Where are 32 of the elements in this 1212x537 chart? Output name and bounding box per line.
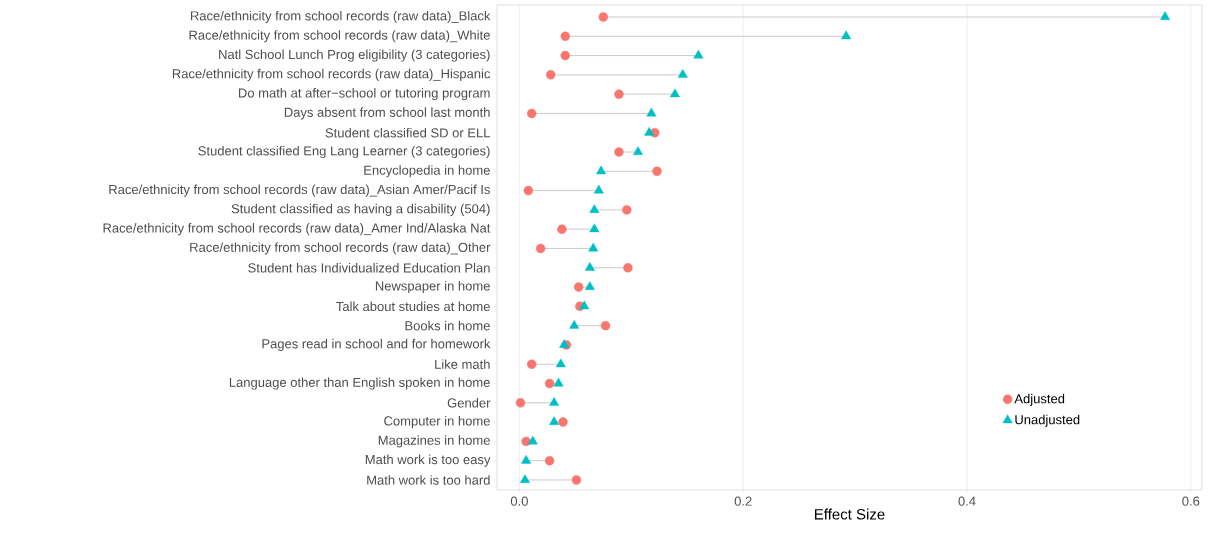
y-tick-label: Student has Individualized Education Plan [248,262,490,273]
y-tick-label: Race/ethnicity from school records (raw data)_White [189,30,490,43]
y-tick-label: Do math at after−school or tutoring program [239,88,490,101]
y-tick-label: Encyclopedia in home [364,165,490,178]
x-tick-label: 0.4 [958,496,976,506]
y-tick-label: Newspaper in home [375,280,490,294]
y-tick-label: Days absent from school last month [284,107,490,120]
legend-label: Unadjusted [1015,414,1080,427]
y-tick-label: Race/ethnicity from school records (raw data)_Asian Amer/Pacif Is [109,184,490,197]
x-tick-label: 0.6 [1182,496,1200,506]
legend-label: Adjusted [1014,393,1065,406]
y-tick-label: Race/ethnicity from school records (raw data)_Other [190,242,491,255]
y-tick-label: Race/ethnicity from school records (raw data)_Black [190,10,491,24]
y-tick-label: Race/ethnicity from school records (raw data)_Amer Ind/Alaska Nat [103,223,491,236]
y-tick-label: Gender [447,398,491,408]
y-tick-label: Computer in home [384,416,490,429]
x-tick-label: 0.0 [510,496,528,506]
x-tick-label: 0.2 [734,496,752,506]
y-tick-label: Student classified SD or ELL [325,127,491,138]
y-tick-label: Student classified as having a disability (504) [231,203,490,216]
y-tick-label: Like math [435,359,490,369]
y-tick-label: Race/ethnicity from school records (raw data)_Hispanic [172,68,491,81]
y-tick-label: Math work is too hard [367,475,490,485]
y-tick-label: Magazines in home [378,435,490,448]
y-tick-label: Language other than English spoken in home [229,377,490,390]
y-tick-label: Math work is too easy [365,454,491,467]
y-tick-label: Natl School Lunch Prog eligibility (3 categories) [219,49,490,62]
x-axis-title: Effect Size [815,508,885,520]
y-tick-label: Talk about studies at home [336,301,490,312]
y-tick-label: Books in home [405,320,490,331]
y-tick-label: Student classified Eng Lang Learner (3 categories) [198,145,490,159]
y-tick-label: Pages read in school and for homework [262,338,491,351]
